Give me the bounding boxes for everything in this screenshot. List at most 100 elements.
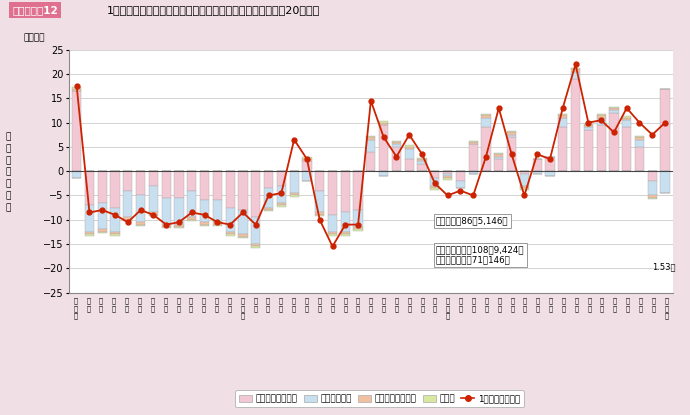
Text: 広
島: 広 島 [497,298,502,312]
Text: 山
梨: 山 梨 [305,298,308,312]
Bar [264,210,273,212]
Bar [597,118,606,125]
Text: 福
島: 福 島 [150,298,155,312]
Bar [469,171,477,173]
Bar [392,144,401,147]
Text: 熊
本: 熊 本 [613,298,617,312]
Text: 東
京: 東 京 [228,298,232,312]
Bar [251,171,260,217]
Text: 長
崎: 長 崎 [600,298,604,312]
Text: 鹿
児: 鹿 児 [651,298,656,312]
Bar [622,116,631,118]
Bar [213,222,222,225]
Bar [110,208,119,232]
Bar [635,147,644,171]
Bar [392,142,401,144]
Legend: 入院＋食事・生活, 入院外＋調剤, 歯科＋食事・生活, その他, 1人当たり医療費: 入院＋食事・生活, 入院外＋調剤, 歯科＋食事・生活, その他, 1人当たり医療… [235,391,524,407]
Bar [609,107,618,108]
Bar [72,171,81,178]
Bar [302,156,311,159]
Text: 愛
知: 愛 知 [356,298,360,312]
Bar [277,203,286,205]
Bar [520,186,529,188]
Bar [315,215,324,216]
Bar [431,178,440,186]
Bar [482,115,491,118]
Bar [277,205,286,207]
Bar [494,156,504,159]
Text: 北
海
道: 北 海 道 [73,298,77,319]
Bar [456,171,465,181]
Bar [507,132,516,135]
Bar [213,225,222,226]
Bar [648,198,657,199]
Text: 埼
玉: 埼 玉 [202,298,206,312]
Bar [379,171,388,176]
Bar [507,131,516,132]
Bar [558,114,567,115]
Bar [558,115,567,118]
Bar [443,173,452,176]
Bar [200,225,209,226]
Bar [264,171,273,188]
Text: 大
分: 大 分 [626,298,630,312]
Bar [264,188,273,208]
Bar [238,234,248,237]
Bar [597,114,606,115]
Text: 和
歌
山: 和 歌 山 [446,298,450,319]
Bar [353,229,363,231]
Bar [660,171,670,193]
Bar [251,247,260,248]
Text: 宮
崎: 宮 崎 [639,298,642,312]
Bar [315,171,324,190]
Bar [187,220,197,221]
Bar [161,225,171,227]
Bar [379,121,388,123]
Text: 静
岡: 静 岡 [343,298,347,312]
Bar [469,141,477,142]
Bar [443,178,452,180]
Bar [149,171,158,186]
Bar [571,69,580,72]
Bar [622,127,631,171]
Bar [251,244,260,247]
Text: 滋
賀: 滋 賀 [382,298,386,312]
Bar [597,125,606,171]
Text: 千
葉: 千 葉 [215,298,219,312]
Bar [366,139,375,152]
Bar [341,232,350,234]
Bar [149,215,158,216]
Bar [417,164,426,171]
Bar [72,91,81,171]
Bar [520,188,529,190]
Text: 最高：福岡県　108万9,424円
最低：新潟県　71万146円: 最高：福岡県 108万9,424円 最低：新潟県 71万146円 [436,245,524,265]
Bar [136,222,145,225]
Bar [469,144,477,171]
Bar [635,136,644,137]
Bar [175,198,184,225]
Bar [175,227,184,229]
Bar [98,229,107,232]
Bar [443,171,452,173]
Bar [520,173,529,186]
Text: 全
国
平
均
と
の
差: 全 国 平 均 と の 差 [6,132,11,212]
Bar [353,210,363,227]
Bar [622,118,631,120]
Bar [558,127,567,171]
Bar [85,205,94,232]
Text: 群
馬: 群 馬 [189,298,193,312]
Bar [161,227,171,229]
Bar [226,234,235,236]
Bar [584,124,593,125]
Bar [417,161,426,164]
Bar [302,161,311,171]
Bar [609,113,618,171]
Text: 図２－３－12: 図２－３－12 [12,5,58,15]
Bar [341,171,350,212]
Bar [597,115,606,118]
Text: 山
形: 山 形 [137,298,141,312]
Text: 福
井: 福 井 [292,298,296,312]
Bar [200,171,209,200]
Bar [404,147,414,149]
Bar [302,171,311,181]
